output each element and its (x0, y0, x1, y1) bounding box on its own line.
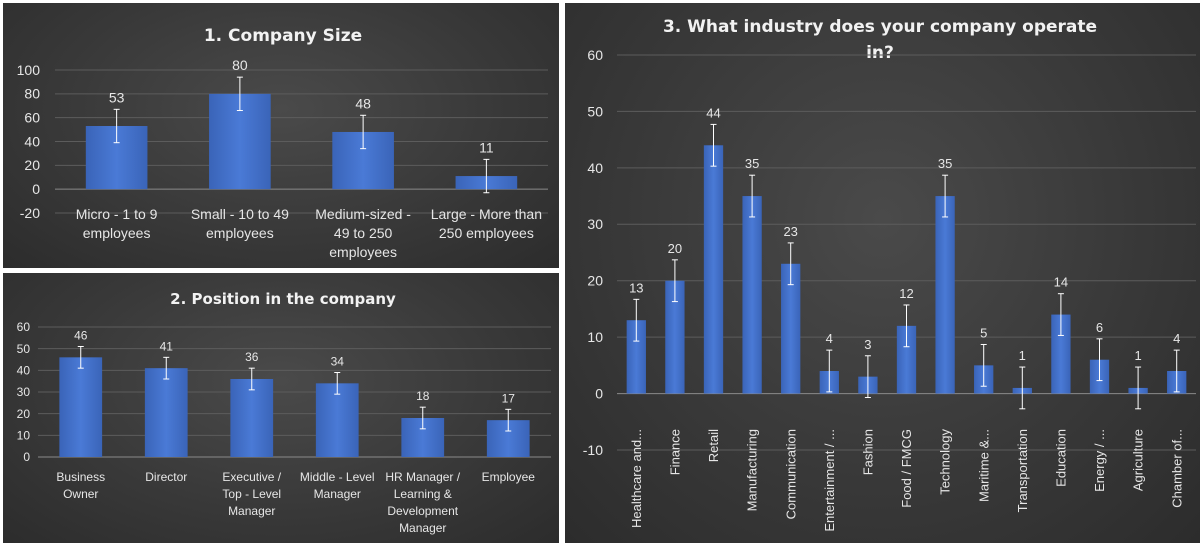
data-label: 35 (745, 156, 759, 171)
x-tick-label: Education (1053, 429, 1068, 487)
y-tick-label: 40 (17, 364, 31, 378)
bar (896, 325, 917, 394)
x-tick-label: Fashion (860, 429, 875, 475)
y-tick-label: -10 (583, 442, 603, 458)
x-tick-label: Energy / ... (1092, 429, 1107, 492)
data-label: 5 (980, 325, 987, 340)
y-tick-label: -20 (20, 205, 40, 221)
data-label: 4 (826, 331, 833, 346)
data-label: 36 (245, 350, 259, 364)
y-tick-label: 0 (595, 385, 603, 401)
y-tick-label: 30 (17, 385, 31, 399)
bar (59, 357, 103, 457)
y-tick-label: 30 (587, 216, 603, 232)
x-tick-label: Small - 10 to 49 employees (191, 206, 289, 241)
x-tick-label: Finance (667, 429, 682, 475)
data-label: 34 (331, 355, 345, 369)
data-label: 80 (232, 57, 248, 73)
x-tick-label: Healthcare and... (629, 429, 644, 528)
x-tick-label: Technology (938, 429, 953, 495)
x-tick-label: Transportation (1015, 429, 1030, 512)
bar (315, 383, 359, 457)
data-label: 11 (479, 139, 494, 155)
x-tick-label: Chamber of... (1169, 429, 1184, 508)
company-size-chart: 1. Company Size -20 0 20 40 60 80 100 53 Micro -… (17, 26, 548, 260)
x-tick-label: Food / FMCG (899, 429, 914, 508)
x-tick-label: Entertainment / ... (822, 429, 837, 532)
chart-title: 1. Company Size (204, 26, 362, 46)
x-tick-label: HR Manager / Learning & Development Manager (385, 470, 460, 535)
x-tick-label: Middle - Level Manager (300, 470, 375, 501)
y-tick-label: 100 (17, 62, 41, 78)
data-label: 35 (938, 156, 952, 171)
y-tick-label: 40 (587, 160, 603, 176)
data-label: 20 (668, 241, 682, 256)
data-label: 1 (1019, 348, 1026, 363)
data-label: 44 (706, 105, 720, 120)
position-chart: 2. Position in the company 0 10 20 30 40 50 60… (17, 290, 551, 535)
bar (1051, 314, 1071, 394)
data-label: 12 (899, 286, 913, 301)
x-tick-label: Medium-sized -49 to 250 employees (315, 206, 411, 260)
data-label: 18 (416, 389, 430, 403)
bar (665, 280, 685, 394)
x-tick-label: Director (145, 470, 187, 484)
data-label: 17 (502, 391, 516, 405)
data-label: 1 (1134, 348, 1141, 363)
data-label: 13 (629, 280, 643, 295)
x-tick-label: Manufacturing (745, 429, 760, 511)
company-size-chart-panel: 1. Company Size -20 0 20 40 60 80 100 53 Micro -… (3, 3, 559, 268)
x-tick-label: Agriculture (1131, 429, 1146, 491)
chart-title: 2. Position in the company (170, 290, 396, 308)
data-label: 41 (160, 339, 174, 353)
industry-chart: 3. What industry does your company opera… (583, 17, 1196, 532)
y-tick-label: 60 (24, 110, 40, 126)
data-label: 23 (783, 224, 797, 239)
bar (626, 320, 646, 394)
data-label: 46 (74, 329, 88, 343)
y-tick-label: 20 (587, 273, 603, 289)
y-tick-label: 50 (17, 342, 31, 356)
x-tick-label: Large - More than 250 employees (431, 206, 542, 241)
x-tick-label: Executive / Top - Level Manager (222, 470, 281, 518)
data-label: 4 (1173, 331, 1180, 346)
data-label: 14 (1054, 275, 1068, 290)
bar (230, 379, 274, 457)
x-tick-label: Retail (706, 429, 721, 462)
x-tick-label: Employee (482, 470, 536, 484)
y-tick-label: 50 (587, 103, 603, 119)
y-tick-label: 60 (587, 47, 603, 63)
position-chart-panel: 2. Position in the company 0 10 20 30 40 50 60… (3, 273, 559, 543)
y-tick-label: 80 (24, 86, 40, 102)
bar (935, 196, 955, 394)
y-tick-label: 20 (24, 157, 40, 173)
chart-title-line-1: 3. What industry does your company opera… (663, 17, 1097, 37)
y-tick-label: 10 (17, 429, 31, 443)
industry-chart-panel: 3. What industry does your company opera… (565, 3, 1200, 543)
y-tick-label: 10 (587, 329, 603, 345)
y-tick-label: 40 (24, 133, 40, 149)
data-label: 48 (355, 95, 371, 111)
y-tick-label: 0 (23, 450, 30, 464)
data-label: 6 (1096, 320, 1103, 335)
y-tick-label: 0 (32, 181, 40, 197)
data-label: 3 (864, 337, 871, 352)
bar (703, 145, 724, 394)
x-tick-label: Business Owner (56, 470, 105, 501)
y-tick-label: 60 (17, 320, 31, 334)
x-tick-label: Maritime &... (976, 429, 991, 502)
data-label: 53 (109, 89, 125, 105)
bar (144, 368, 188, 457)
bar (742, 196, 762, 394)
bar (781, 263, 801, 394)
chart-title-line-2: in? (866, 43, 894, 63)
x-tick-label: Communication (783, 429, 798, 519)
x-tick-label: Micro - 1 to 9 employees (76, 206, 158, 241)
y-tick-label: 20 (17, 407, 31, 421)
